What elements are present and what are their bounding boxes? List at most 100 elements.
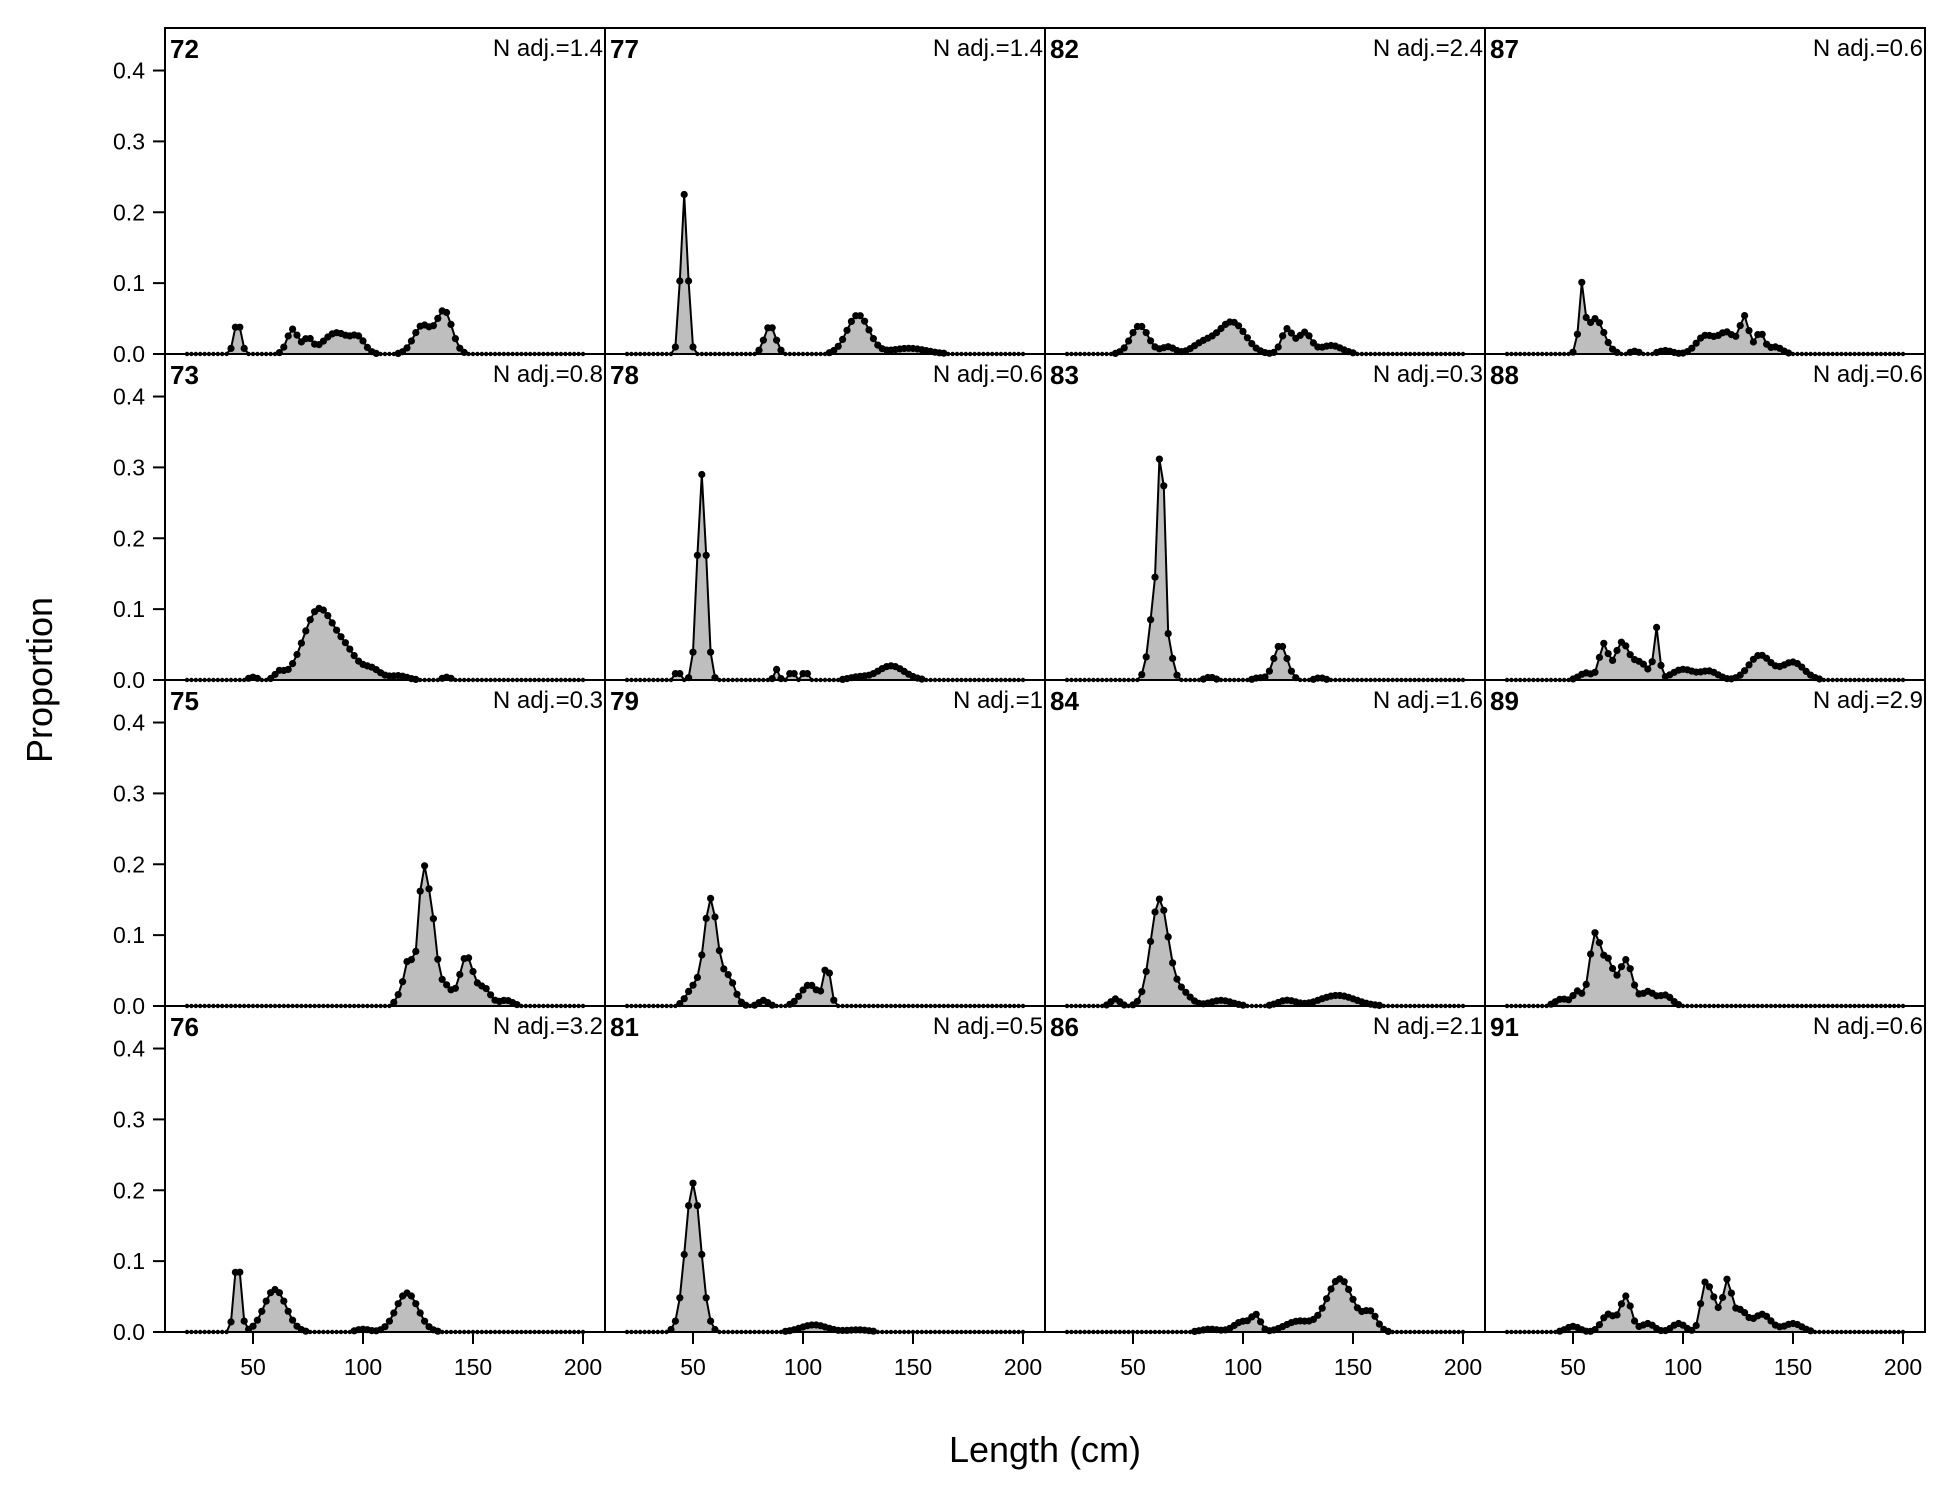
y-tick-label: 0.0: [113, 341, 145, 367]
data-point: [1714, 1303, 1722, 1312]
data-point: [293, 331, 301, 339]
data-point: [843, 326, 851, 334]
data-point: [456, 970, 464, 979]
data-point: [337, 633, 345, 641]
distribution-line: [1067, 458, 1463, 681]
y-tick-label: 0.0: [113, 667, 145, 693]
data-point: [1125, 337, 1133, 345]
data-point: [1147, 616, 1155, 624]
data-point: [689, 648, 697, 656]
data-point: [1375, 1320, 1383, 1328]
data-point: [856, 312, 864, 320]
data-point: [1138, 322, 1146, 331]
data-point: [698, 1250, 706, 1259]
data-point: [1371, 1312, 1379, 1320]
data-point: [839, 335, 847, 343]
y-tick-label: 0.2: [113, 1177, 145, 1203]
data-point: [773, 336, 781, 344]
data-point: [733, 990, 741, 998]
data-point: [1626, 1302, 1634, 1310]
data-point: [693, 973, 702, 982]
panel-n-adj-label: N adj.=1.4: [493, 35, 603, 62]
distribution-area: [187, 865, 583, 1006]
data-point: [306, 616, 314, 624]
distribution-area: [187, 608, 583, 680]
data-point: [328, 619, 336, 627]
panel-78: 78 N adj.=0.6: [610, 360, 1043, 684]
data-point: [702, 914, 710, 923]
data-point: [434, 314, 442, 322]
data-point: [1318, 1304, 1326, 1312]
data-point: [1261, 673, 1269, 681]
distribution-line: [187, 607, 583, 681]
panel-73: 73 N adj.=0.8: [170, 360, 603, 684]
data-point: [1644, 665, 1652, 673]
data-point: [1710, 1293, 1718, 1301]
y-tick-label: 0.4: [113, 58, 145, 84]
data-point: [1653, 623, 1661, 632]
data-point: [1239, 327, 1247, 335]
data-point: [1142, 653, 1150, 661]
panel-year-label: 81: [610, 1012, 639, 1042]
data-point: [1279, 332, 1287, 340]
data-point: [869, 335, 878, 343]
panel-n-adj-label: N adj.=0.6: [1813, 35, 1923, 62]
data-point: [1622, 956, 1630, 964]
panel-year-label: 84: [1050, 686, 1079, 716]
data-point: [429, 915, 437, 923]
panel-83: 83 N adj.=0.3: [1050, 360, 1483, 683]
distribution-area: [1067, 1278, 1463, 1332]
data-point: [465, 954, 473, 962]
data-point: [865, 326, 873, 334]
data-point: [412, 947, 420, 956]
distribution-area: [627, 474, 1023, 680]
data-point: [1701, 1278, 1709, 1286]
data-point: [240, 1317, 248, 1325]
panel-81: 81 N adj.=0.5: [610, 1012, 1043, 1335]
distribution-line: [627, 474, 1023, 682]
data-point: [236, 1268, 244, 1276]
data-point: [1582, 313, 1590, 322]
data-point: [1155, 455, 1163, 463]
data-point: [1257, 1318, 1265, 1326]
data-point: [1147, 337, 1155, 345]
data-point: [390, 998, 398, 1007]
data-point: [1595, 939, 1603, 947]
data-point: [1169, 959, 1177, 967]
data-point: [350, 652, 358, 660]
data-point: [1732, 332, 1740, 340]
x-tick-label: 150: [454, 1354, 492, 1380]
data-point: [795, 992, 803, 1000]
data-point: [262, 1297, 270, 1305]
data-point: [289, 1316, 297, 1324]
distribution-area: [1067, 322, 1463, 354]
data-point: [1305, 332, 1313, 340]
data-point: [671, 1317, 680, 1325]
data-point: [394, 991, 402, 999]
data-point: [390, 1309, 398, 1317]
data-point: [1327, 1285, 1335, 1293]
data-point: [1279, 642, 1287, 651]
data-point: [1758, 330, 1766, 338]
data-point: [680, 995, 688, 1003]
data-point: [403, 344, 411, 352]
data-point: [275, 1289, 283, 1297]
x-axis-label: Length (cm): [949, 1429, 1141, 1470]
data-point: [777, 346, 785, 354]
data-point: [412, 1300, 420, 1308]
data-point: [1243, 334, 1251, 342]
data-point: [1613, 646, 1621, 655]
data-point: [487, 991, 495, 999]
panel-87: 87 N adj.=0.6: [1490, 34, 1923, 357]
data-point: [482, 985, 490, 993]
panel-n-adj-label: N adj.=1: [953, 687, 1043, 714]
data-point: [1252, 1310, 1260, 1318]
distribution-area: [1067, 459, 1463, 680]
data-point: [249, 1322, 257, 1330]
data-point: [1622, 1292, 1630, 1300]
data-point: [1736, 671, 1744, 679]
data-point: [407, 956, 415, 964]
data-point: [1600, 639, 1608, 647]
y-tick-label: 0.2: [113, 851, 145, 877]
panel-n-adj-label: N adj.=1.4: [933, 35, 1043, 62]
